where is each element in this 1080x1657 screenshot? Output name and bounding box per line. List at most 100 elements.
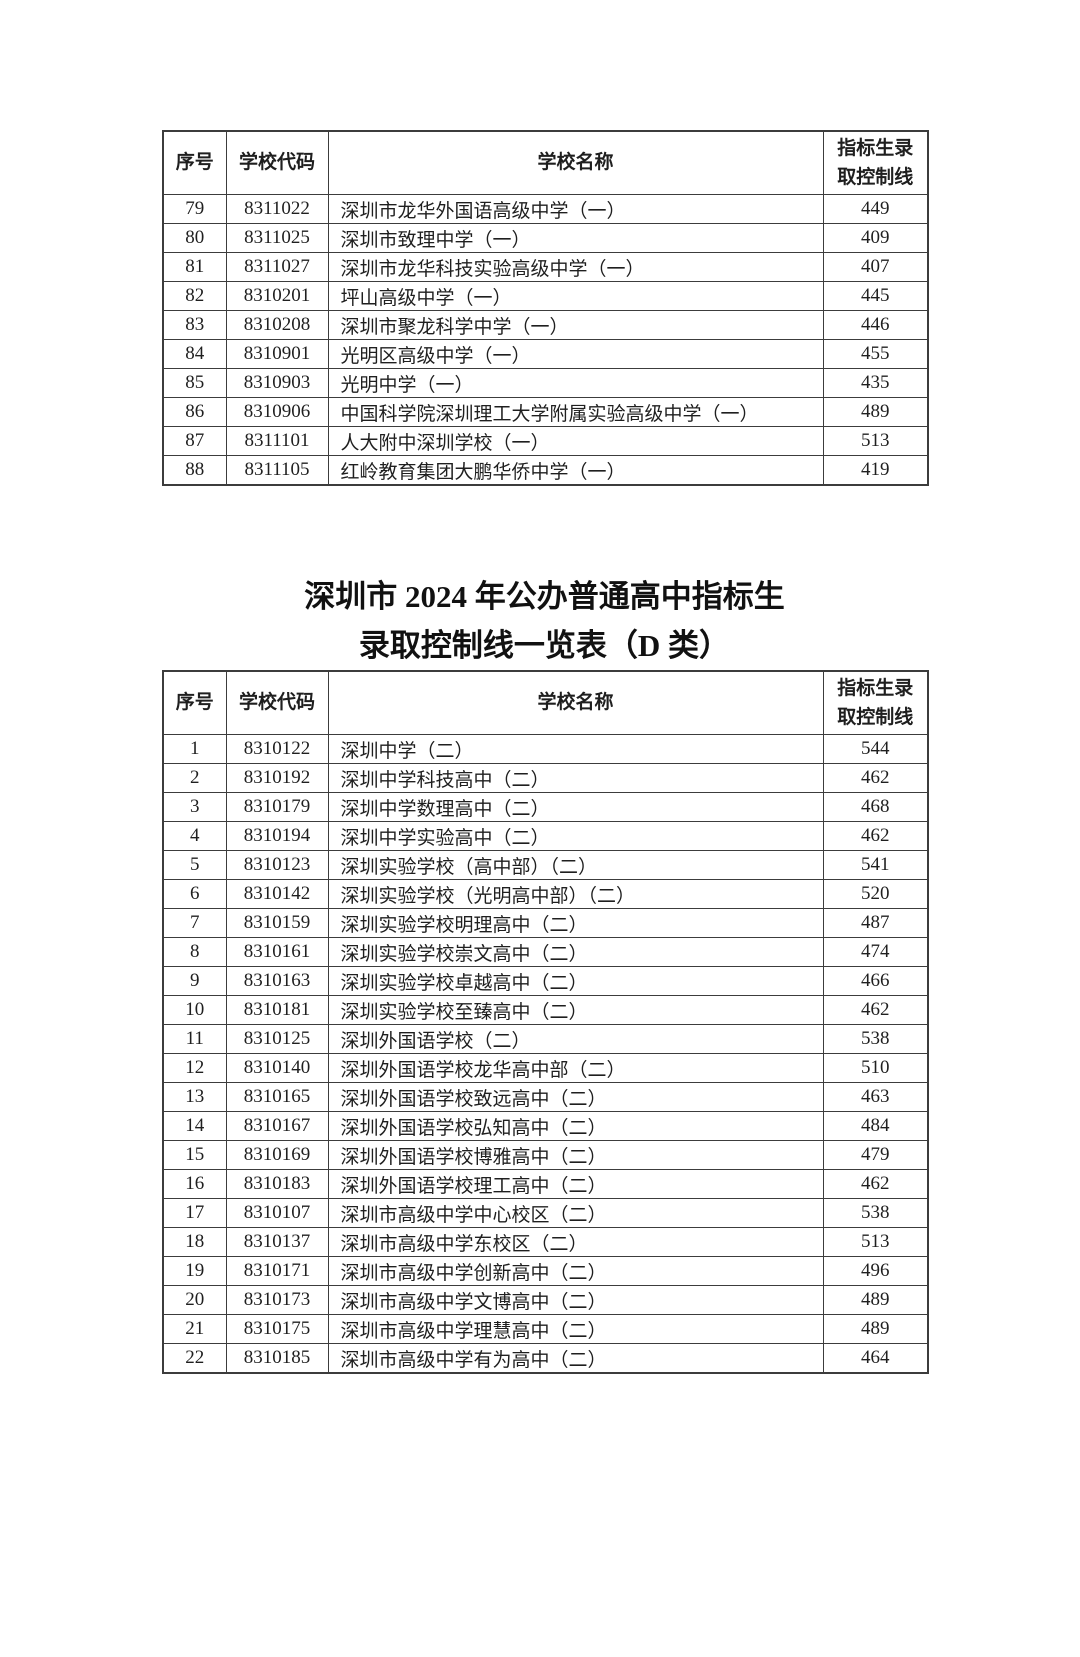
cell-school-code: 8310161: [225, 937, 329, 967]
cell-school-code: 8310901: [225, 339, 329, 369]
table-row: 5 8310123 深圳实验学校（高中部）（二） 541: [162, 850, 929, 880]
cell-school-name: 深圳市高级中学中心校区（二）: [327, 1198, 824, 1228]
cell-control-line: 474: [822, 937, 929, 967]
cell-school-name: 坪山高级中学（一）: [327, 281, 824, 311]
cell-school-name: 深圳市龙华外国语高级中学（一）: [327, 194, 824, 224]
table-row: 7 8310159 深圳实验学校明理高中（二） 487: [162, 908, 929, 938]
col-header-control-line: 指标生录取控制线: [822, 130, 929, 195]
cell-control-line: 510: [822, 1053, 929, 1083]
cell-school-name: 深圳市聚龙科学中学（一）: [327, 310, 824, 340]
cell-school-code: 8311027: [225, 252, 329, 282]
cell-school-code: 8310122: [225, 734, 329, 764]
cell-row-no: 16: [162, 1169, 227, 1199]
cell-school-name: 深圳实验学校（高中部）（二）: [327, 850, 824, 880]
section-title-line1: 深圳市 2024 年公办普通高中指标生: [304, 579, 785, 614]
cell-school-code: 8311101: [225, 426, 329, 456]
cell-school-code: 8310167: [225, 1111, 329, 1141]
table-row: 3 8310179 深圳中学数理高中（二） 468: [162, 792, 929, 822]
cell-school-code: 8310163: [225, 966, 329, 996]
cell-control-line: 520: [822, 879, 929, 909]
table-row: 81 8311027 深圳市龙华科技实验高级中学（一） 407: [162, 252, 929, 282]
col-header-no: 序号: [162, 130, 227, 195]
cell-control-line: 462: [822, 821, 929, 851]
cell-row-no: 9: [162, 966, 227, 996]
cell-row-no: 19: [162, 1256, 227, 1286]
cell-row-no: 18: [162, 1227, 227, 1257]
cell-control-line: 446: [822, 310, 929, 340]
table-row: 2 8310192 深圳中学科技高中（二） 462: [162, 763, 929, 793]
table-row: 86 8310906 中国科学院深圳理工大学附属实验高级中学（一） 489: [162, 397, 929, 427]
table-row: 80 8311025 深圳市致理中学（一） 409: [162, 223, 929, 253]
cell-control-line: 496: [822, 1256, 929, 1286]
cell-school-name: 深圳市高级中学理慧高中（二）: [327, 1314, 824, 1344]
table-row: 13 8310165 深圳外国语学校致远高中（二） 463: [162, 1082, 929, 1112]
cell-control-line: 462: [822, 1169, 929, 1199]
col-header-school-code: 学校代码: [225, 670, 329, 735]
cell-school-name: 深圳中学科技高中（二）: [327, 763, 824, 793]
cell-school-code: 8310903: [225, 368, 329, 398]
cell-school-code: 8310140: [225, 1053, 329, 1083]
cell-row-no: 3: [162, 792, 227, 822]
cell-control-line: 468: [822, 792, 929, 822]
cell-control-line: 479: [822, 1140, 929, 1170]
cell-school-code: 8310194: [225, 821, 329, 851]
cell-row-no: 20: [162, 1285, 227, 1315]
cell-school-code: 8310125: [225, 1024, 329, 1054]
cell-control-line: 445: [822, 281, 929, 311]
table-row: 87 8311101 人大附中深圳学校（一） 513: [162, 426, 929, 456]
cell-school-name: 人大附中深圳学校（一）: [327, 426, 824, 456]
table-row: 83 8310208 深圳市聚龙科学中学（一） 446: [162, 310, 929, 340]
table-row: 85 8310903 光明中学（一） 435: [162, 368, 929, 398]
cell-control-line: 464: [822, 1343, 929, 1374]
table-row: 1 8310122 深圳中学（二） 544: [162, 734, 929, 764]
cell-school-name: 中国科学院深圳理工大学附属实验高级中学（一）: [327, 397, 824, 427]
cell-school-name: 深圳市高级中学文博高中（二）: [327, 1285, 824, 1315]
cell-row-no: 83: [162, 310, 227, 340]
cell-school-name: 光明区高级中学（一）: [327, 339, 824, 369]
cell-school-code: 8311025: [225, 223, 329, 253]
table-row: 11 8310125 深圳外国语学校（二） 538: [162, 1024, 929, 1054]
cell-row-no: 12: [162, 1053, 227, 1083]
cell-school-name: 深圳市高级中学有为高中（二）: [327, 1343, 824, 1374]
indicator-table-d-class: 序号 学校代码 学校名称 指标生录取控制线 1 8310122 深圳中学（二） 544…: [162, 670, 929, 1374]
cell-school-code: 8310201: [225, 281, 329, 311]
cell-row-no: 10: [162, 995, 227, 1025]
table-row: 12 8310140 深圳外国语学校龙华高中部（二） 510: [162, 1053, 929, 1083]
table-row: 19 8310171 深圳市高级中学创新高中（二） 496: [162, 1256, 929, 1286]
cell-school-name: 深圳市致理中学（一）: [327, 223, 824, 253]
cell-control-line: 513: [822, 426, 929, 456]
cell-school-code: 8310175: [225, 1314, 329, 1344]
table-row: 10 8310181 深圳实验学校至臻高中（二） 462: [162, 995, 929, 1025]
cell-school-name: 深圳中学数理高中（二）: [327, 792, 824, 822]
table-row: 4 8310194 深圳中学实验高中（二） 462: [162, 821, 929, 851]
table-row: 17 8310107 深圳市高级中学中心校区（二） 538: [162, 1198, 929, 1228]
cell-school-name: 深圳外国语学校理工高中（二）: [327, 1169, 824, 1199]
cell-school-code: 8310185: [225, 1343, 329, 1374]
cell-school-code: 8310181: [225, 995, 329, 1025]
col-header-school-name: 学校名称: [327, 670, 824, 735]
cell-control-line: 538: [822, 1198, 929, 1228]
cell-control-line: 489: [822, 1314, 929, 1344]
cell-school-code: 8310169: [225, 1140, 329, 1170]
cell-school-name: 深圳市龙华科技实验高级中学（一）: [327, 252, 824, 282]
cell-control-line: 466: [822, 966, 929, 996]
cell-control-line: 462: [822, 995, 929, 1025]
table-row: 88 8311105 红岭教育集团大鹏华侨中学（一） 419: [162, 455, 929, 486]
cell-school-name: 深圳市高级中学东校区（二）: [327, 1227, 824, 1257]
table-row: 22 8310185 深圳市高级中学有为高中（二） 464: [162, 1343, 929, 1374]
cell-control-line: 487: [822, 908, 929, 938]
cell-school-name: 深圳市高级中学创新高中（二）: [327, 1256, 824, 1286]
cell-school-code: 8310192: [225, 763, 329, 793]
table-row: 6 8310142 深圳实验学校（光明高中部）（二） 520: [162, 879, 929, 909]
cell-control-line: 419: [822, 455, 929, 486]
cell-school-name: 深圳中学实验高中（二）: [327, 821, 824, 851]
cell-school-code: 8310179: [225, 792, 329, 822]
cell-control-line: 513: [822, 1227, 929, 1257]
cell-school-name: 深圳外国语学校（二）: [327, 1024, 824, 1054]
cell-row-no: 80: [162, 223, 227, 253]
cell-row-no: 6: [162, 879, 227, 909]
cell-school-code: 8311105: [225, 455, 329, 486]
cell-control-line: 538: [822, 1024, 929, 1054]
cell-row-no: 13: [162, 1082, 227, 1112]
cell-school-name: 深圳实验学校至臻高中（二）: [327, 995, 824, 1025]
